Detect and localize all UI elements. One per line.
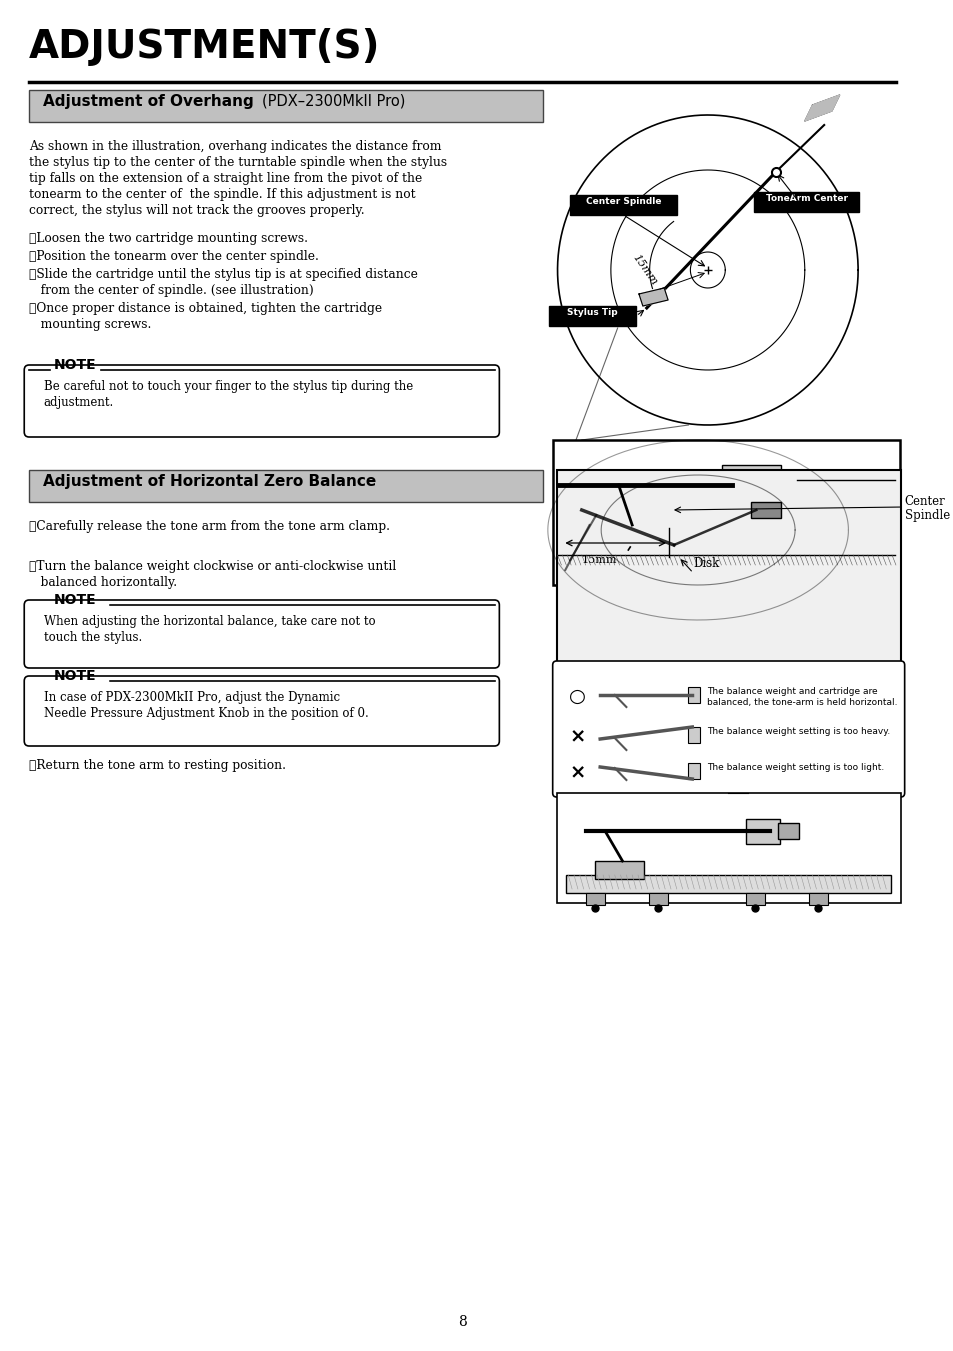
Text: NOTE: NOTE	[53, 593, 96, 607]
Bar	[566, 875, 890, 893]
Text: ToneArm Center: ToneArm Center	[765, 195, 847, 203]
Text: correct, the stylus will not track the grooves properly.: correct, the stylus will not track the g…	[29, 204, 364, 218]
Text: tip falls on the extension of a straight line from the pivot of the: tip falls on the extension of a straight…	[29, 172, 422, 185]
Bar	[745, 893, 764, 905]
Bar	[556, 793, 900, 902]
Text: Center Spindle: Center Spindle	[585, 197, 660, 205]
Bar	[548, 305, 636, 326]
Text: ○: ○	[569, 688, 586, 707]
Text: balanced horizontally.: balanced horizontally.	[29, 576, 177, 589]
Text: Needle Pressure Adjustment Knob in the position of 0.: Needle Pressure Adjustment Knob in the p…	[44, 707, 368, 720]
Bar	[595, 861, 643, 880]
Bar	[745, 819, 779, 844]
Bar	[777, 823, 798, 839]
Bar	[688, 763, 700, 780]
Text: 15mm: 15mm	[581, 555, 617, 565]
Text: Adjustment of Horizontal Zero Balance: Adjustment of Horizontal Zero Balance	[43, 474, 375, 489]
Text: adjustment.: adjustment.	[44, 396, 113, 409]
Text: Spindle: Spindle	[903, 509, 949, 521]
Bar	[721, 465, 780, 503]
Polygon shape	[639, 288, 667, 305]
Bar	[777, 471, 796, 496]
Text: ①Loosen the two cartridge mounting screws.: ①Loosen the two cartridge mounting screw…	[29, 232, 308, 245]
Text: from the center of spindle. (see illustration): from the center of spindle. (see illustr…	[29, 284, 314, 297]
Text: The balance weight setting is too heavy.: The balance weight setting is too heavy.	[706, 727, 889, 736]
Text: ADJUSTMENT(S): ADJUSTMENT(S)	[29, 28, 380, 66]
Bar	[552, 440, 899, 585]
Text: Center: Center	[903, 494, 944, 508]
Text: ③Slide the cartridge until the stylus tip is at specified distance: ③Slide the cartridge until the stylus ti…	[29, 267, 417, 281]
Bar	[585, 893, 604, 905]
Text: 8: 8	[457, 1315, 466, 1329]
Text: tonearm to the center of  the spindle. If this adjustment is not: tonearm to the center of the spindle. If…	[29, 188, 416, 201]
Bar	[570, 195, 676, 215]
Bar	[688, 688, 700, 703]
Bar	[556, 470, 900, 665]
Text: ④Return the tone arm to resting position.: ④Return the tone arm to resting position…	[29, 759, 286, 771]
FancyBboxPatch shape	[552, 661, 903, 797]
Bar	[29, 470, 542, 503]
Text: As shown in the illustration, overhang indicates the distance from: As shown in the illustration, overhang i…	[29, 141, 441, 153]
Text: Be careful not to touch your finger to the stylus tip during the: Be careful not to touch your finger to t…	[44, 380, 413, 393]
Text: (PDX–2300MkII Pro): (PDX–2300MkII Pro)	[261, 95, 405, 109]
Text: Stylus Tip: Stylus Tip	[566, 308, 618, 317]
Bar	[808, 893, 827, 905]
Polygon shape	[804, 95, 839, 122]
Text: ×: ×	[569, 727, 585, 746]
Text: mounting screws.: mounting screws.	[29, 317, 152, 331]
Bar	[648, 893, 667, 905]
Text: NOTE: NOTE	[53, 669, 96, 684]
Text: ×: ×	[569, 763, 585, 782]
Text: touch the stylus.: touch the stylus.	[44, 631, 142, 644]
Bar	[754, 192, 859, 212]
Text: In case of PDX-2300MkII Pro, adjust the Dynamic: In case of PDX-2300MkII Pro, adjust the …	[44, 690, 339, 704]
Text: The balance weight setting is too light.: The balance weight setting is too light.	[706, 763, 883, 771]
Text: the stylus tip to the center of the turntable spindle when the stylus: the stylus tip to the center of the turn…	[29, 155, 447, 169]
Text: 15mm: 15mm	[630, 253, 658, 286]
Bar	[610, 526, 688, 547]
Text: ②Position the tonearm over the center spindle.: ②Position the tonearm over the center sp…	[29, 250, 318, 263]
Bar	[751, 503, 780, 517]
Text: ①Carefully release the tone arm from the tone arm clamp.: ①Carefully release the tone arm from the…	[29, 520, 390, 534]
Text: ②Turn the balance weight clockwise or anti-clockwise until: ②Turn the balance weight clockwise or an…	[29, 561, 395, 573]
Text: The balance weight and cartridge are
balanced, the tone-arm is held horizontal.: The balance weight and cartridge are bal…	[706, 688, 897, 707]
Text: NOTE: NOTE	[53, 358, 96, 372]
Bar	[29, 91, 542, 122]
Text: Disk: Disk	[693, 557, 719, 570]
Text: When adjusting the horizontal balance, take care not to: When adjusting the horizontal balance, t…	[44, 615, 375, 628]
Text: ④Once proper distance is obtained, tighten the cartridge: ④Once proper distance is obtained, tight…	[29, 303, 382, 315]
Text: Adjustment of Overhang: Adjustment of Overhang	[43, 95, 253, 109]
Bar	[688, 727, 700, 743]
